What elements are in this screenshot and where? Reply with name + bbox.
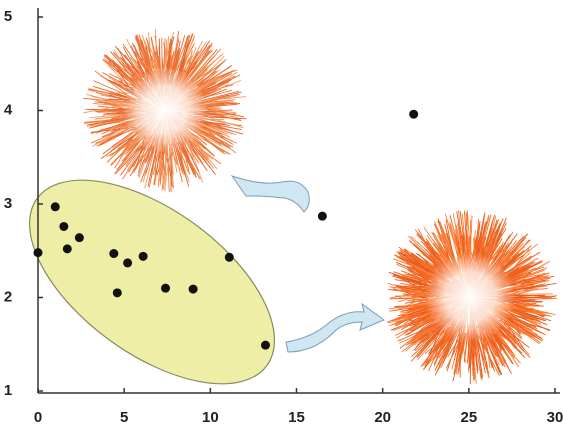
y-tick-label: 4 — [4, 101, 13, 118]
point — [409, 110, 418, 119]
fiber-cluster — [83, 29, 247, 192]
x-tick-label: 5 — [120, 409, 128, 426]
y-tick-label: 3 — [4, 195, 12, 212]
x-tick-label: 10 — [202, 409, 219, 426]
x-tick-label: 30 — [547, 409, 563, 426]
point — [261, 341, 270, 350]
point — [113, 288, 122, 297]
point — [225, 253, 234, 262]
fiber-cluster — [387, 210, 557, 384]
x-tick-label: 15 — [288, 409, 305, 426]
point — [189, 285, 198, 294]
point — [63, 244, 72, 253]
point — [139, 252, 148, 261]
point — [123, 258, 132, 267]
page: {"chart_data": {"type": "scatter", "x": … — [0, 0, 563, 434]
y-tick-label: 2 — [4, 288, 12, 305]
y-tick-label: 5 — [4, 8, 12, 25]
point — [75, 233, 84, 242]
point — [161, 284, 170, 293]
y-tick-label: 1 — [4, 382, 12, 399]
arrow — [286, 304, 384, 352]
point — [59, 222, 68, 231]
chart: 1 2 3 4 5 0 5 10 15 20 25 30 — [0, 0, 563, 434]
x-tick-label: 0 — [34, 409, 42, 426]
arrow — [232, 176, 309, 212]
x-tick-label: 25 — [460, 409, 477, 426]
point — [109, 249, 118, 258]
decoration — [0, 29, 557, 424]
point — [34, 248, 43, 257]
x-tick-label: 20 — [374, 409, 391, 426]
fiber-core — [122, 67, 208, 153]
point — [51, 202, 60, 211]
point — [318, 212, 327, 221]
fiber-core — [424, 251, 515, 342]
